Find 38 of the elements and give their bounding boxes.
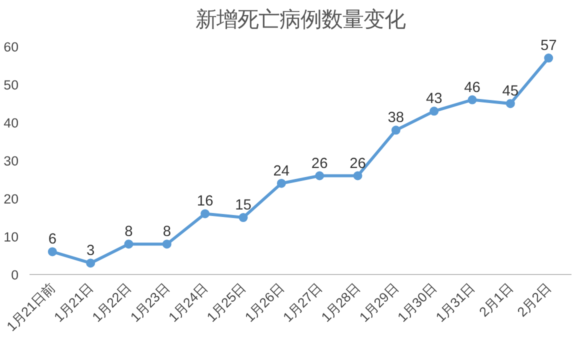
point xyxy=(353,171,362,180)
point xyxy=(468,95,477,104)
data-label: 26 xyxy=(311,156,328,172)
data-label: 38 xyxy=(388,110,404,126)
y-tick-label: 60 xyxy=(4,40,19,55)
data-label: 46 xyxy=(464,80,480,96)
y-tick-label: 20 xyxy=(4,192,19,207)
y-tick-label: 0 xyxy=(11,268,19,282)
point xyxy=(48,247,57,256)
y-tick-label: 40 xyxy=(4,116,19,131)
data-label: 43 xyxy=(426,91,442,108)
point xyxy=(506,99,515,108)
chart-title: 新增死亡病例数量变化 xyxy=(196,8,406,32)
point xyxy=(86,258,96,268)
data-label: 26 xyxy=(350,156,366,172)
point xyxy=(430,106,439,116)
data-label: 16 xyxy=(196,194,214,210)
data-label: 8 xyxy=(124,224,133,240)
point xyxy=(162,240,172,249)
x-tick-label: 2月2日 xyxy=(514,280,554,320)
data-label: 8 xyxy=(162,224,171,240)
y-tick-label: 30 xyxy=(4,154,19,169)
point xyxy=(124,240,134,249)
data-label: 3 xyxy=(86,243,95,260)
x-tick-label: 2月1日 xyxy=(476,280,516,320)
y-tick-label: 10 xyxy=(4,230,19,245)
data-label: 24 xyxy=(273,163,290,180)
point xyxy=(544,54,554,62)
data-label: 45 xyxy=(502,84,519,100)
data-label: 15 xyxy=(235,198,252,214)
point xyxy=(391,126,400,135)
point xyxy=(276,178,286,188)
y-tick-label: 50 xyxy=(4,78,19,93)
data-label: 57 xyxy=(540,38,557,54)
data-label: 6 xyxy=(48,232,56,248)
point xyxy=(315,171,324,180)
point xyxy=(238,213,248,222)
point xyxy=(200,209,210,218)
